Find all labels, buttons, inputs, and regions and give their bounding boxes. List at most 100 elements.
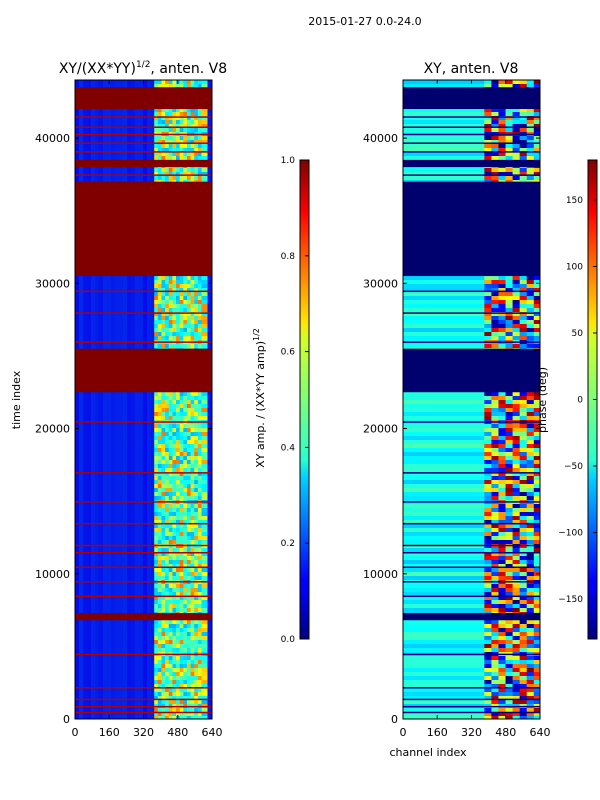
heatmap-cell [179, 416, 186, 420]
heatmap-cell [179, 456, 186, 460]
heatmap-cell [157, 468, 164, 472]
heatmap-cell [533, 604, 540, 608]
heatmap-cell [190, 328, 197, 332]
heatmap-cell [498, 668, 509, 672]
heatmap-cell [201, 628, 208, 632]
heatmap-cell [172, 660, 179, 664]
heatmap-cell [179, 640, 186, 644]
flag-line [403, 312, 540, 314]
heatmap-cell [176, 572, 183, 576]
heatmap-row [403, 444, 485, 448]
heatmap-cell [484, 424, 495, 428]
heatmap-cell [201, 632, 208, 636]
heatmap-cell [161, 112, 168, 116]
heatmap-cell [505, 432, 516, 436]
heatmap-cell [197, 660, 204, 664]
heatmap-cell [526, 288, 537, 292]
x-tick-label: 0 [72, 726, 79, 739]
heatmap-cell [197, 476, 204, 480]
heatmap-cell [498, 276, 509, 280]
heatmap-cell [197, 412, 204, 416]
heatmap-cell [505, 480, 516, 484]
heatmap-cell [154, 84, 161, 88]
heatmap-cell [512, 424, 523, 428]
heatmap-cell [484, 284, 495, 288]
heatmap-cell [176, 176, 183, 180]
heatmap-cell [179, 688, 186, 692]
heatmap-cell [165, 308, 172, 312]
heatmap-cell [154, 708, 161, 712]
heatmap-cell [512, 712, 523, 716]
heatmap-cell [165, 472, 172, 476]
heatmap-cell [154, 344, 161, 348]
heatmap-cell [190, 436, 197, 440]
heatmap-cell [197, 456, 204, 460]
heatmap-row [403, 168, 485, 172]
heatmap-cell [197, 520, 204, 524]
heatmap-cell [161, 628, 168, 632]
heatmap-cell [168, 564, 175, 568]
heatmap-cell [172, 448, 179, 452]
heatmap-cell [519, 344, 530, 348]
heatmap-cell [165, 548, 172, 552]
heatmap-cell [186, 136, 193, 140]
heatmap-cell [197, 156, 204, 160]
heatmap-cell [172, 112, 179, 116]
heatmap-cell [194, 404, 201, 408]
heatmap-cell [491, 404, 502, 408]
heatmap-cell [201, 596, 208, 600]
heatmap-cell [161, 140, 168, 144]
heatmap-cell [168, 532, 175, 536]
heatmap-cell [157, 128, 164, 132]
heatmap-cell [190, 424, 197, 428]
heatmap-cell [168, 400, 175, 404]
heatmap-cell [165, 600, 172, 604]
heatmap-cell [484, 556, 495, 560]
heatmap-cell [194, 536, 201, 540]
heatmap-cell [176, 672, 183, 676]
heatmap-cell [154, 520, 161, 524]
heatmap-cell [183, 312, 190, 316]
flag-line [403, 581, 540, 583]
heatmap-cell [176, 600, 183, 604]
heatmap-cell [168, 408, 175, 412]
heatmap-cell [533, 448, 540, 452]
heatmap-cell [168, 596, 175, 600]
heatmap-cell [183, 456, 190, 460]
heatmap-cell [194, 600, 201, 604]
heatmap-cell [183, 120, 190, 124]
heatmap-cell [161, 480, 168, 484]
heatmap-cell [186, 552, 193, 556]
heatmap-cell [194, 520, 201, 524]
heatmap-cell [498, 692, 509, 696]
heatmap-cell [179, 452, 186, 456]
heatmap-cell [161, 152, 168, 156]
heatmap-row [403, 576, 485, 580]
heatmap-cell [491, 312, 502, 316]
heatmap-cell [512, 296, 523, 300]
heatmap-cell [484, 632, 495, 636]
heatmap-cell [484, 396, 495, 400]
heatmap-cell [165, 620, 172, 624]
heatmap-cell [172, 312, 179, 316]
heatmap-cell [498, 488, 509, 492]
heatmap-cell [179, 512, 186, 516]
heatmap-cell [154, 556, 161, 560]
heatmap-cell [190, 172, 197, 176]
heatmap-cell [179, 480, 186, 484]
x-tick-label: 160 [427, 726, 448, 739]
heatmap-cell [190, 460, 197, 464]
heatmap-cell [526, 152, 537, 156]
heatmap-cell [498, 660, 509, 664]
heatmap-cell [526, 596, 537, 600]
heatmap-cell [519, 488, 530, 492]
heatmap-cell [183, 692, 190, 696]
heatmap-cell [157, 296, 164, 300]
heatmap-cell [197, 692, 204, 696]
heatmap-cell [172, 168, 179, 172]
heatmap-cell [194, 128, 201, 132]
heatmap-cell [519, 404, 530, 408]
heatmap-cell [183, 316, 190, 320]
heatmap-cell [186, 112, 193, 116]
flag-line [403, 551, 540, 554]
